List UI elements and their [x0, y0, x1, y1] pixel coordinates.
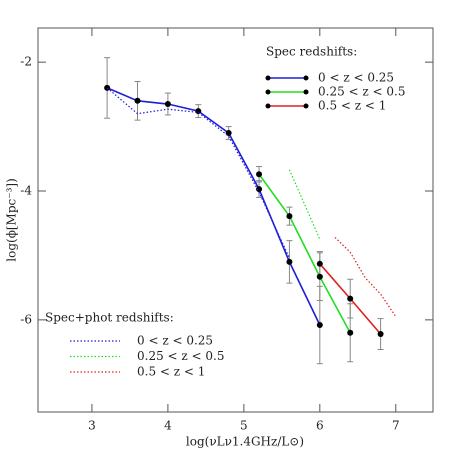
plot-frame	[37, 27, 434, 413]
data-point	[164, 101, 171, 108]
y-tick-label: -2	[20, 55, 32, 69]
data-point	[286, 258, 293, 265]
series-line	[258, 173, 351, 334]
legend-label: 0.5 < z < 1	[137, 365, 205, 379]
data-point	[256, 186, 263, 193]
series-line	[106, 87, 290, 259]
x-axis-label: log(νLν1.4GHz/L⊙)	[186, 435, 304, 449]
legend-label: 0 < z < 0.25	[318, 71, 394, 85]
legend-marker	[265, 75, 271, 81]
data-point	[286, 213, 293, 220]
series-line	[334, 236, 397, 317]
data-point	[256, 171, 263, 178]
data-point	[316, 322, 323, 329]
x-tick-label: 5	[240, 419, 248, 433]
x-tick-label: 3	[88, 419, 96, 433]
legend-marker	[265, 103, 271, 109]
legend-label: 0.25 < z < 0.5	[318, 85, 406, 99]
series-line	[106, 87, 321, 326]
y-tick-label: -4	[20, 184, 32, 198]
data-point	[316, 260, 323, 267]
legend-title: Spec redshifts:	[266, 45, 357, 59]
data-point	[195, 108, 202, 115]
x-tick-label: 7	[392, 419, 400, 433]
x-tick-label: 6	[316, 419, 324, 433]
series-line	[288, 169, 321, 240]
legend-marker	[303, 103, 309, 109]
legend-title: Spec+phot redshifts:	[45, 311, 174, 325]
legend-marker	[303, 89, 309, 95]
legend-label: 0.5 < z < 1	[318, 99, 386, 113]
data-point	[134, 97, 141, 104]
y-axis-label: log(ϕ[Mpc⁻³])	[5, 178, 19, 261]
data-point	[347, 329, 354, 336]
data-point	[316, 273, 323, 280]
legend-marker	[265, 89, 271, 95]
legend-marker	[303, 75, 309, 81]
x-tick-label: 4	[164, 419, 172, 433]
legend-label: 0.25 < z < 0.5	[137, 349, 225, 363]
y-tick-label: -6	[20, 312, 32, 326]
legend-label: 0 < z < 0.25	[137, 334, 213, 348]
data-point	[377, 331, 384, 338]
data-point	[347, 295, 354, 302]
